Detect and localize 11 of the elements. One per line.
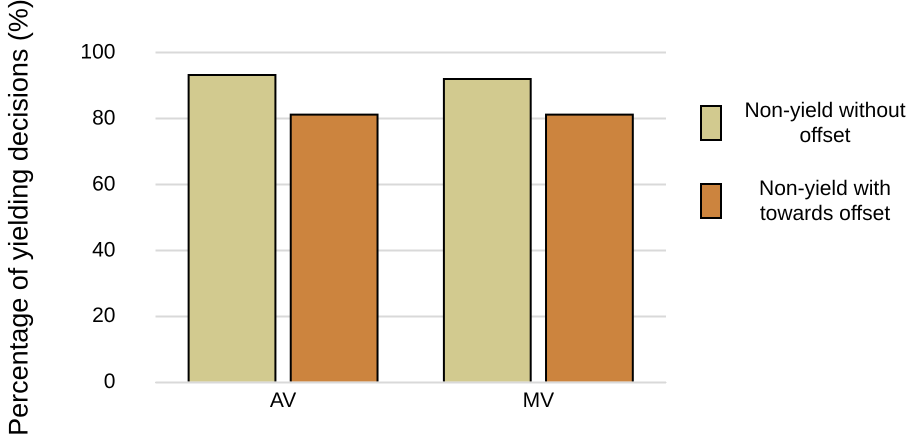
- legend-label: Non-yield without offset: [743, 98, 907, 148]
- legend-label: Non-yield with towards offset: [758, 176, 892, 226]
- y-tick-label: 100: [80, 40, 116, 64]
- y-axis-title: Percentage of yielding decisions (%): [4, 0, 34, 435]
- y-tick-label: 0: [104, 370, 116, 394]
- y-tick-label: 20: [92, 304, 116, 328]
- x-tick-label: AV: [270, 388, 296, 412]
- y-tick-label: 40: [92, 238, 116, 262]
- y-tick-label: 80: [92, 106, 116, 130]
- x-tick-label: MV: [522, 388, 554, 412]
- y-tick-label: 60: [92, 172, 116, 196]
